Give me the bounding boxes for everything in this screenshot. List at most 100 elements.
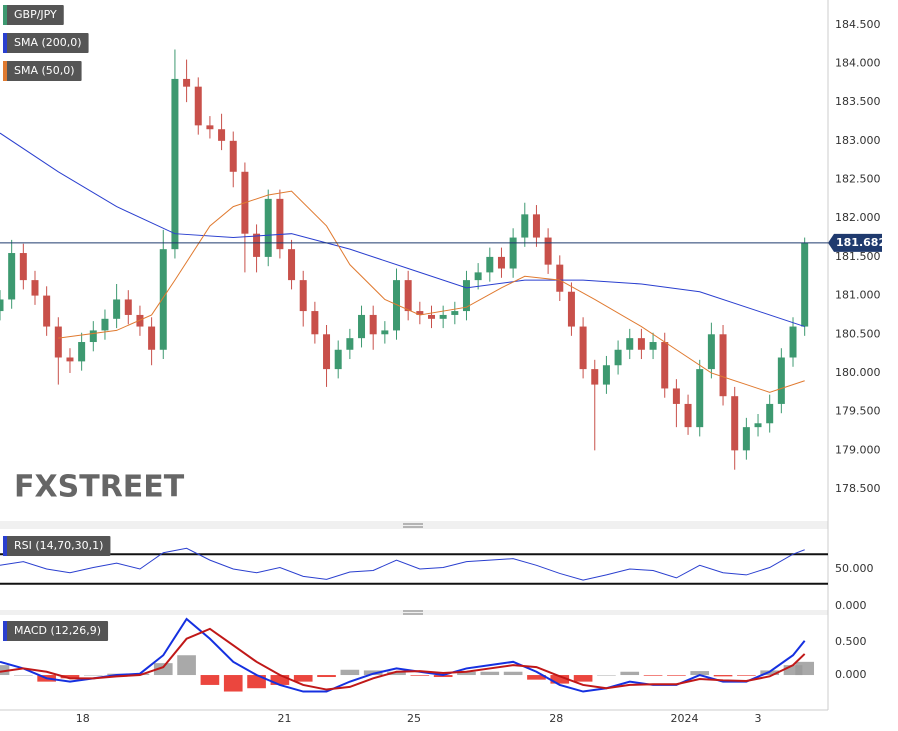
y-tick-label: 179.000 [835,443,881,456]
candle-body [486,256,494,273]
candle-body [614,349,622,366]
legend-label: MACD (12,26,9) [14,624,101,637]
candle-body [544,237,552,265]
histogram-bar [690,671,710,676]
y-tick-label: 180.000 [835,366,881,379]
histogram-bar [223,675,243,692]
last-price-label: 181.682 [836,236,886,249]
candle-body [299,280,307,312]
histogram-bar [550,675,570,684]
histogram-bar [340,669,360,676]
y-tick-label: 183.500 [835,95,881,108]
histogram-bar [620,671,640,676]
candle-body [78,342,86,362]
candle-body [684,403,692,428]
histogram-bar [60,675,80,679]
candle-body [649,342,657,350]
legend-label: GBP/JPY [14,8,57,21]
candle-body [113,299,121,319]
legend-label: SMA (200,0) [14,36,82,49]
candle-body [288,249,296,281]
candle-body [497,256,505,269]
candle-body [637,338,645,350]
histogram-bar [13,675,33,676]
candle-body [602,365,610,385]
candle-body [626,338,634,350]
candle-body [742,427,750,451]
histogram-bar [177,655,196,676]
candle-body [416,311,424,315]
histogram-bar [783,665,803,676]
candle-body [66,357,74,362]
histogram-bar [410,675,430,676]
candle-body [334,349,342,370]
last-price-tag [828,233,882,252]
legend-swatch [3,5,7,25]
candle-body [124,299,132,315]
candle-body [451,311,459,315]
x-tick-label: 18 [76,712,90,725]
panel-divider [0,610,828,615]
candle-body [369,314,377,335]
candle-body [136,314,144,327]
candle-body [661,342,669,389]
candle-body [754,423,762,428]
histogram-bar [200,675,220,685]
y-tick-label: 182.000 [835,211,881,224]
panel-divider [0,521,828,529]
candle-body [766,403,774,424]
y-tick-label: 178.500 [835,482,881,495]
histogram-bar [83,675,103,676]
y-tick-label: 179.500 [835,405,881,418]
candle-body [439,314,447,319]
histogram-bar [713,675,733,677]
indicator-line [0,547,805,581]
candle-body [346,338,354,350]
x-tick-label: 2024 [671,712,699,725]
candle-body [719,334,727,397]
candle-body [567,291,575,327]
watermark: FXSTREET [14,470,185,505]
candle-body [696,369,704,428]
legend-swatch [3,61,7,81]
candle-body [19,253,27,281]
histogram-bar [480,671,500,676]
histogram-bar [667,675,686,676]
candle-body [509,237,517,269]
x-tick-label: 21 [278,712,292,725]
labels: 178.500179.000179.500180.000180.500181.0… [3,5,886,725]
candle-body [789,326,797,358]
candle-body [264,198,272,257]
legend-swatch [3,536,7,556]
histogram-bar [247,675,266,689]
histogram-bar [457,671,476,676]
y-tick-label: 184.500 [835,18,881,31]
candle-body [521,214,529,238]
y-tick-label: 182.500 [835,173,881,186]
candle-body [801,242,809,327]
candle-body [404,280,412,312]
candle-body [89,330,97,343]
candle-body [707,334,715,370]
candle-body [474,272,482,281]
candle-body [218,129,226,141]
legend-swatch [3,621,7,641]
candle-body [532,214,540,238]
sma-line [0,132,805,328]
y-tick-label: 0.000 [835,599,867,612]
candle-body [672,388,680,404]
candle-body [31,280,39,296]
candle-body [591,369,599,385]
x-tick-label: 25 [407,712,421,725]
histogram-bar [573,675,593,682]
histogram-bar [317,675,336,678]
candle-body [43,295,51,327]
y-tick-label: 180.500 [835,327,881,340]
legend-swatch [3,33,7,53]
legend-box [3,33,89,53]
histogram-bar [293,675,313,682]
indicator-line [0,627,806,691]
legend-label: RSI (14,70,30,1) [14,539,103,552]
